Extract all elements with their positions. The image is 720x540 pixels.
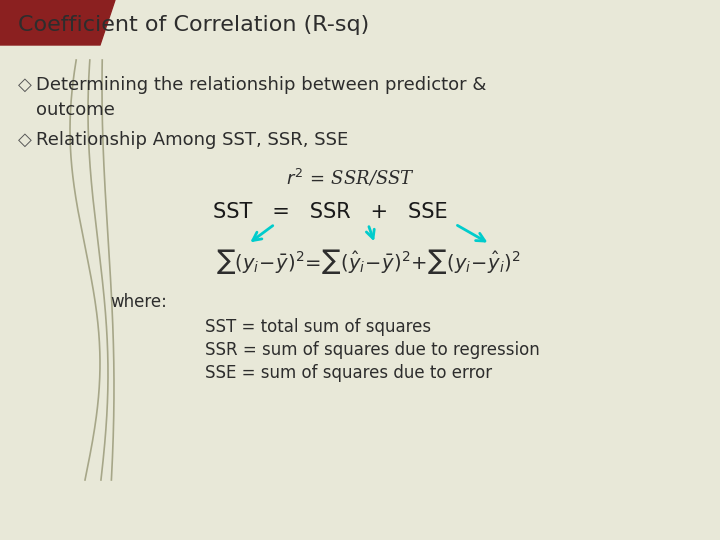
Text: SSE = sum of squares due to error: SSE = sum of squares due to error — [205, 364, 492, 382]
Text: ◇: ◇ — [18, 76, 32, 94]
Text: where:: where: — [110, 293, 167, 311]
Text: SST   =   SSR   +   SSE: SST = SSR + SSE — [212, 202, 447, 222]
Text: Coefficient of Correlation (R-sq): Coefficient of Correlation (R-sq) — [18, 15, 369, 35]
Text: SSR = sum of squares due to regression: SSR = sum of squares due to regression — [205, 341, 540, 359]
Text: ◇: ◇ — [18, 131, 32, 149]
Text: $\sum(y_i\!-\!\bar{y})^2\!=\!\sum(\hat{y}_i\!-\!\bar{y})^2\!+\!\sum(y_i\!-\!\hat: $\sum(y_i\!-\!\bar{y})^2\!=\!\sum(\hat{y… — [216, 247, 521, 276]
Text: outcome: outcome — [36, 101, 115, 119]
Text: $r^2$$\,=\,$SSR/SST: $r^2$$\,=\,$SSR/SST — [286, 167, 415, 188]
Text: SST = total sum of squares: SST = total sum of squares — [205, 318, 431, 336]
Text: Determining the relationship between predictor &: Determining the relationship between pre… — [36, 76, 487, 94]
Text: Relationship Among SST, SSR, SSE: Relationship Among SST, SSR, SSE — [36, 131, 348, 149]
Polygon shape — [0, 0, 115, 45]
